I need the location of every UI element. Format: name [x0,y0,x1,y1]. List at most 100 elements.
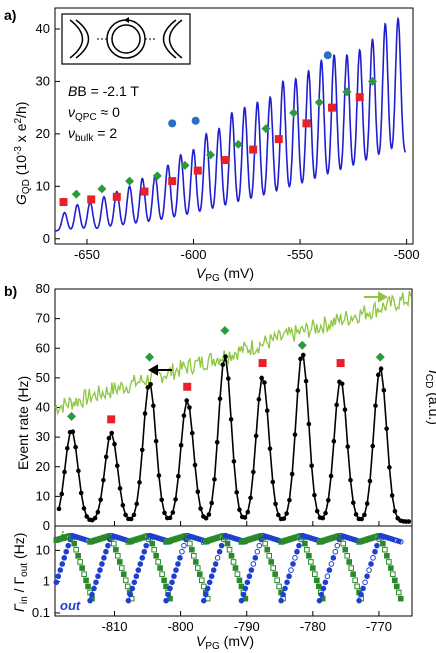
rate-out-point [286,573,292,580]
inset-dot-inner [111,24,141,54]
diamond-marker [180,160,190,170]
event-rate-point [328,473,334,479]
rate-in-point [151,546,157,553]
event-rate-point [284,511,289,516]
inset-right-gate [168,19,183,59]
rate-out-point [63,548,70,555]
rate-in-point [85,583,91,590]
panel-a-data [55,16,407,232]
rate-out-point [256,542,263,549]
square-marker [183,382,192,391]
event-rate-point [142,411,148,416]
circle-marker [191,116,200,125]
rate-in-point [198,577,205,584]
rate-out-point [169,579,175,586]
y-tick-label: 30 [36,73,50,88]
rate-in-point [340,540,347,547]
rate-out-point [179,548,185,555]
x-tick-label: -810 [101,619,127,634]
event-rate-point [206,512,212,517]
event-rate-point [323,510,328,516]
event-rate-point [256,397,262,402]
event-rate-point [287,497,292,503]
rate-out-point [167,585,173,592]
event-rate-point [326,497,331,503]
rate-in-point [149,540,155,547]
rate-out-point [143,542,150,549]
rate-in-point [77,559,83,565]
diamond-marker [67,411,77,421]
event-rate-point [334,402,339,408]
annotation-qpc: νQPC ≈ 0 [68,104,120,123]
rate-in-point [382,546,388,553]
rate-out-point [101,555,107,561]
event-rate-point [106,435,112,441]
diamond-marker [342,87,352,97]
rate-out-point [65,542,72,549]
event-rate-point [292,432,298,437]
event-rate-point [73,444,78,450]
rate-in-point [395,589,402,596]
rate-out-point [294,548,300,555]
panel-b-ylabel: Event rate (Hz) [15,376,31,470]
rate-out-point [129,585,136,592]
label-in: in [60,529,72,544]
rate-out-point [324,573,331,580]
event-rate-point [56,506,62,512]
square-marker [328,103,337,112]
event-rate-point [131,512,137,518]
inset-arrow-icon [124,17,129,23]
event-rate-point [223,354,228,359]
rate-out-point [248,567,255,573]
rate-in-point [161,577,167,584]
event-rate-point [134,501,140,507]
rate-out-point [364,573,370,580]
rate-out-point [87,597,93,604]
rate-out-point [250,561,257,567]
square-marker [140,187,149,196]
y-tick-label: 10 [36,178,50,193]
event-rate-point [309,463,314,469]
rate-in-point [195,565,201,571]
rate-in-point [122,577,129,584]
inset-schematic [61,13,191,65]
rate-out-point [320,585,327,592]
diamond-marker [261,124,271,134]
y-tick-label: 0 [43,518,50,533]
square-marker [112,192,121,201]
rate-out-point [165,591,171,598]
event-rate-point [359,516,364,522]
rate-in-point [232,565,239,571]
x-tick-label: -600 [180,247,206,262]
diamond-marker [145,352,155,362]
event-rate-point [370,443,376,449]
rate-in-point [193,559,199,565]
rate-in-point [346,559,352,565]
diamond-marker [297,340,307,350]
rate-in-point [397,595,404,602]
square-marker [249,145,258,154]
rate-in-point [71,540,77,547]
rate-out-point [171,573,177,580]
event-rate-point [212,477,217,482]
panel-b-ticks: 0 10 20 30 40 50 60 70 80 [36,281,380,533]
event-rate-point [331,438,337,444]
rate-in-point [270,565,276,571]
rate-out-point [374,542,380,549]
event-rate-point [392,508,398,514]
event-rate-point [389,493,395,498]
event-rate-point [173,497,178,502]
event-rate-point [259,375,264,381]
event-rate-point [345,444,351,449]
rate-out-point [177,555,183,561]
rate-in-point [264,546,271,553]
event-rate-point [76,468,81,474]
panel-a-ylabel: GQD (10-3 x e2/h) [13,102,32,205]
event-rate-point [184,398,189,403]
y-tick-label: 80 [36,281,50,296]
rate-out-point [328,561,335,567]
circle-marker [168,119,177,128]
event-rate-point [303,378,309,384]
rate-out-point [252,555,259,561]
diamond-marker [368,76,378,86]
